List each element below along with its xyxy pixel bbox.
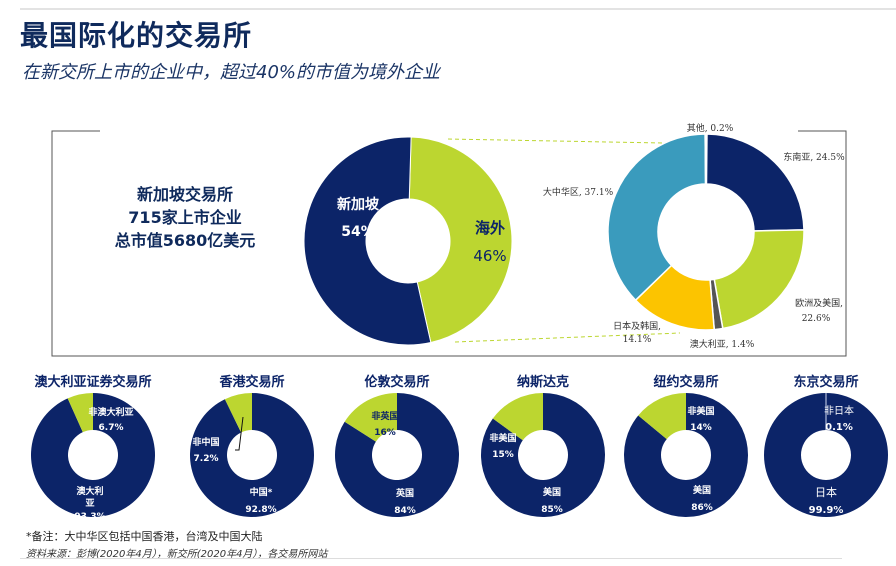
slice-tse-domestic: [764, 393, 889, 517]
label-nyse-foreign: 非美国: [687, 405, 714, 417]
slice-asx-foreign: [67, 393, 93, 433]
top-divider: [20, 8, 896, 10]
label-tse-foreign: 非日本: [824, 404, 854, 417]
label-europe-us: 欧洲及美国,: [795, 297, 843, 309]
page-subtitle: 在新交所上市的企业中，超过40%的市值为境外企业: [22, 62, 441, 83]
summary-listed-companies: 715家上市企业: [128, 208, 242, 227]
title-tse: 东京交易所: [793, 374, 858, 390]
source-note: 资料来源：彭博(2020年4月），新交所(2020年4月），各交易所网站: [26, 549, 328, 560]
summary-market-cap: 总市值5680亿美元: [114, 231, 256, 250]
label-hkex-foreign: 非中国: [192, 436, 219, 448]
label-nasdaq-foreign: 非美国: [489, 432, 516, 444]
value-asx-foreign: 6.7%: [99, 423, 124, 433]
value-europe-us: 22.6%: [802, 314, 831, 324]
value-lse-foreign: 16%: [374, 428, 396, 438]
value-asx-domestic: 93.3%: [74, 512, 105, 522]
label-southeast-asia: 东南亚, 24.5%: [783, 151, 845, 163]
value-tse-domestic: 99.9%: [809, 505, 844, 516]
slice-asx-domestic: [30, 393, 155, 517]
breakdown-slice-europe-us: [713, 229, 805, 330]
leader-line-hkex: [235, 416, 244, 451]
label-japan-korea: 日本及韩国,: [613, 320, 661, 332]
label-tse-domestic: 日本: [815, 485, 837, 499]
title-lse: 伦敦交易所: [364, 374, 429, 390]
title-hkex: 香港交易所: [218, 374, 284, 390]
breakdown-slice-other: [704, 133, 708, 185]
value-hkex-domestic: 92.8%: [245, 505, 276, 515]
label-greater-china: 大中华区, 37.1%: [543, 186, 614, 198]
summary-exchange-name: 新加坡交易所: [136, 185, 233, 204]
label-nyse-domestic: 美国: [693, 484, 711, 496]
breakdown-slice-greater-china: [607, 133, 707, 302]
page-title: 最国际化的交易所: [20, 19, 253, 52]
value-nyse-foreign: 14%: [690, 423, 712, 433]
sgx-slice-overseas: [408, 136, 513, 344]
slice-nasdaq-foreign: [492, 393, 543, 441]
label-overseas: 海外: [475, 219, 505, 237]
value-singapore: 54%: [341, 224, 375, 240]
label-lse-domestic: 英国: [395, 487, 414, 499]
slice-lse-domestic: [335, 393, 460, 517]
slice-hkex-foreign: [224, 393, 252, 433]
label-nasdaq-domestic: 美国: [543, 486, 561, 498]
value-japan-korea: 14.1%: [623, 335, 652, 345]
label-hkex-domestic: 中国*: [250, 486, 273, 498]
sgx-summary: 新加坡交易所 715家上市企业 总市值5680亿美元: [100, 183, 270, 252]
sgx-slice-singapore: [303, 136, 432, 346]
value-hkex-foreign: 7.2%: [194, 454, 219, 464]
slice-hkex-domestic: [190, 393, 314, 517]
title-asx: 澳大利亚证券交易所: [34, 374, 151, 390]
title-nyse: 纽约交易所: [653, 374, 718, 390]
value-overseas: 46%: [473, 247, 506, 265]
connector-line-bottom: [454, 332, 681, 343]
label-other: 其他, 0.2%: [687, 122, 734, 134]
slice-nyse-domestic: [624, 393, 749, 517]
bottom-divider: [20, 558, 842, 559]
value-nasdaq-domestic: 85%: [541, 505, 563, 515]
slice-nyse-foreign: [638, 393, 686, 440]
section-frame: [51, 130, 847, 357]
label-lse-foreign: 非英国: [371, 410, 398, 422]
value-nyse-domestic: 86%: [691, 503, 713, 513]
value-nasdaq-foreign: 15%: [492, 450, 514, 460]
footnote: *备注：大中华区包括中国香港，台湾及中国大陆: [26, 530, 263, 543]
label-asx-foreign: 非澳大利亚: [88, 406, 133, 418]
title-nasdaq: 纳斯达克: [517, 374, 569, 390]
label-asx-domestic-cont: 亚: [85, 498, 94, 509]
label-singapore: 新加坡: [337, 196, 380, 213]
value-tse-foreign: 0.1%: [825, 422, 853, 433]
breakdown-slice-southeast-asia: [705, 133, 805, 232]
value-lse-domestic: 84%: [394, 506, 416, 516]
label-asx-domestic: 澳大利: [76, 485, 103, 497]
slice-lse-foreign: [344, 393, 397, 442]
label-australia: 澳大利亚, 1.4%: [690, 338, 755, 350]
slice-nasdaq-domestic: [481, 393, 605, 517]
connector-line-top: [447, 138, 663, 144]
